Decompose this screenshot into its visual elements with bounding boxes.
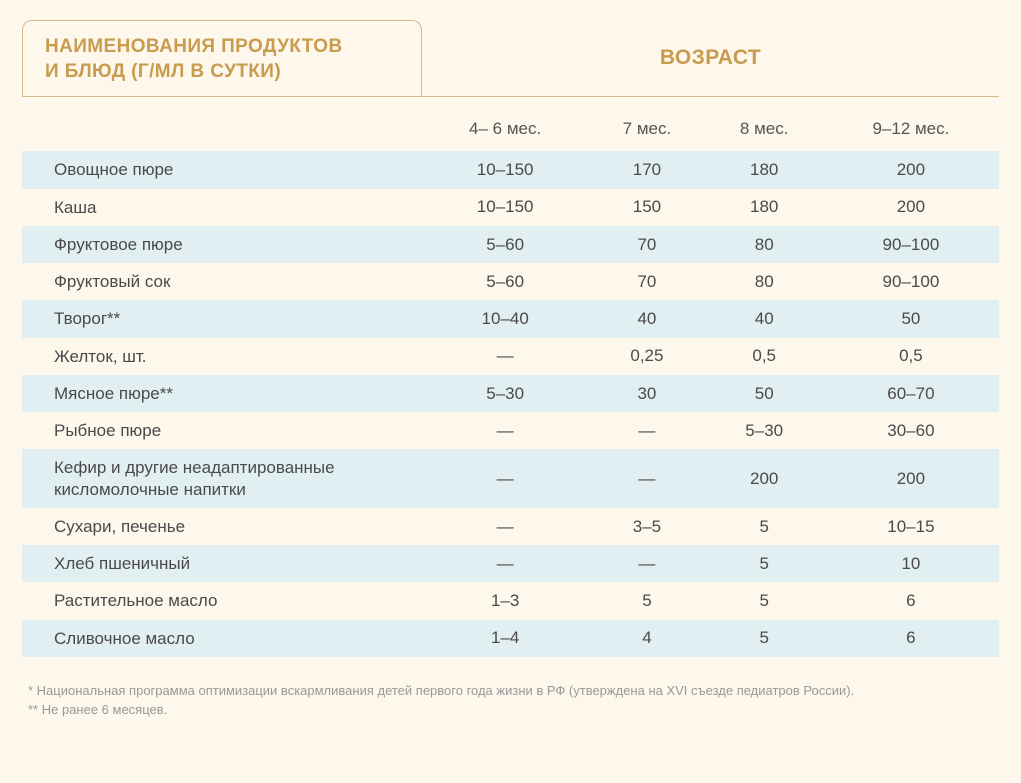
feeding-table: 4– 6 мес. 7 мес. 8 мес. 9–12 мес. Овощно… (22, 111, 999, 657)
value-cell: 90–100 (823, 263, 999, 300)
value-cell: 30 (588, 375, 705, 412)
table-row: Фруктовое пюре5–60708090–100 (22, 226, 999, 263)
table-row: Фруктовый сок5–60708090–100 (22, 263, 999, 300)
value-cell: 5 (706, 620, 823, 657)
table-row: Хлеб пшеничный——510 (22, 545, 999, 582)
table-row: Рыбное пюре——5–3030–60 (22, 412, 999, 449)
table-row: Растительное масло1–3556 (22, 582, 999, 619)
value-cell: — (422, 508, 588, 545)
value-cell: 180 (706, 189, 823, 226)
col-9-12: 9–12 мес. (823, 111, 999, 151)
value-cell: 180 (706, 151, 823, 188)
value-cell: 200 (823, 189, 999, 226)
value-cell: 6 (823, 582, 999, 619)
value-cell: 80 (706, 263, 823, 300)
value-cell: 60–70 (823, 375, 999, 412)
product-name: Желток, шт. (22, 338, 422, 375)
value-cell: — (422, 449, 588, 508)
value-cell: 5–60 (422, 226, 588, 263)
table-row: Овощное пюре10–150170180200 (22, 151, 999, 188)
value-cell: — (422, 545, 588, 582)
value-cell: 50 (706, 375, 823, 412)
value-cell: 5–30 (422, 375, 588, 412)
column-header-row: 4– 6 мес. 7 мес. 8 мес. 9–12 мес. (22, 111, 999, 151)
col-name (22, 111, 422, 151)
footnote-2: ** Не ранее 6 месяцев. (28, 700, 999, 720)
value-cell: 200 (823, 449, 999, 508)
product-name: Овощное пюре (22, 151, 422, 188)
value-cell: 170 (588, 151, 705, 188)
header-right-cell: ВОЗРАСТ (422, 20, 999, 96)
value-cell: 5 (588, 582, 705, 619)
col-4-6: 4– 6 мес. (422, 111, 588, 151)
value-cell: 40 (706, 300, 823, 337)
value-cell: 70 (588, 263, 705, 300)
value-cell: 0,5 (706, 338, 823, 375)
value-cell: — (588, 545, 705, 582)
value-cell: 30–60 (823, 412, 999, 449)
value-cell: 50 (823, 300, 999, 337)
value-cell: 200 (823, 151, 999, 188)
value-cell: 10–150 (422, 189, 588, 226)
table-row: Желток, шт.—0,250,50,5 (22, 338, 999, 375)
value-cell: — (422, 338, 588, 375)
value-cell: 90–100 (823, 226, 999, 263)
value-cell: 80 (706, 226, 823, 263)
value-cell: 1–3 (422, 582, 588, 619)
header-left-line2: И БЛЮД (Г/МЛ В СУТКИ) (45, 60, 401, 85)
value-cell: 5–60 (422, 263, 588, 300)
product-name: Рыбное пюре (22, 412, 422, 449)
value-cell: 150 (588, 189, 705, 226)
table-row: Кефир и другие неадаптированные кисломол… (22, 449, 999, 508)
value-cell: 4 (588, 620, 705, 657)
header-left-cell: НАИМЕНОВАНИЯ ПРОДУКТОВ И БЛЮД (Г/МЛ В СУ… (22, 20, 422, 96)
value-cell: 10–150 (422, 151, 588, 188)
col-8: 8 мес. (706, 111, 823, 151)
value-cell: 10–15 (823, 508, 999, 545)
header-right-text: ВОЗРАСТ (660, 46, 761, 70)
table-body: Овощное пюре10–150170180200Каша10–150150… (22, 151, 999, 657)
value-cell: — (588, 412, 705, 449)
table-row: Каша10–150150180200 (22, 189, 999, 226)
value-cell: 5–30 (706, 412, 823, 449)
table-row: Мясное пюре**5–30305060–70 (22, 375, 999, 412)
value-cell: 6 (823, 620, 999, 657)
value-cell: 10–40 (422, 300, 588, 337)
product-name: Хлеб пшеничный (22, 545, 422, 582)
value-cell: 200 (706, 449, 823, 508)
value-cell: 5 (706, 582, 823, 619)
product-name: Растительное масло (22, 582, 422, 619)
footnotes: * Национальная программа оптимизации вск… (22, 681, 999, 720)
product-name: Сухари, печенье (22, 508, 422, 545)
value-cell: 70 (588, 226, 705, 263)
value-cell: 1–4 (422, 620, 588, 657)
product-name: Каша (22, 189, 422, 226)
table-row: Сливочное масло1–4456 (22, 620, 999, 657)
product-name: Фруктовый сок (22, 263, 422, 300)
table-row: Творог**10–40404050 (22, 300, 999, 337)
table-header: НАИМЕНОВАНИЯ ПРОДУКТОВ И БЛЮД (Г/МЛ В СУ… (22, 20, 999, 97)
value-cell: 5 (706, 508, 823, 545)
col-7: 7 мес. (588, 111, 705, 151)
product-name: Кефир и другие неадаптированные кисломол… (22, 449, 422, 508)
value-cell: — (422, 412, 588, 449)
value-cell: 0,5 (823, 338, 999, 375)
value-cell: 3–5 (588, 508, 705, 545)
product-name: Творог** (22, 300, 422, 337)
value-cell: 40 (588, 300, 705, 337)
value-cell: 5 (706, 545, 823, 582)
product-name: Фруктовое пюре (22, 226, 422, 263)
product-name: Сливочное масло (22, 620, 422, 657)
footnote-1: * Национальная программа оптимизации вск… (28, 681, 999, 701)
value-cell: 0,25 (588, 338, 705, 375)
table-row: Сухари, печенье—3–5510–15 (22, 508, 999, 545)
value-cell: 10 (823, 545, 999, 582)
value-cell: — (588, 449, 705, 508)
product-name: Мясное пюре** (22, 375, 422, 412)
header-left-line1: НАИМЕНОВАНИЯ ПРОДУКТОВ (45, 35, 401, 60)
